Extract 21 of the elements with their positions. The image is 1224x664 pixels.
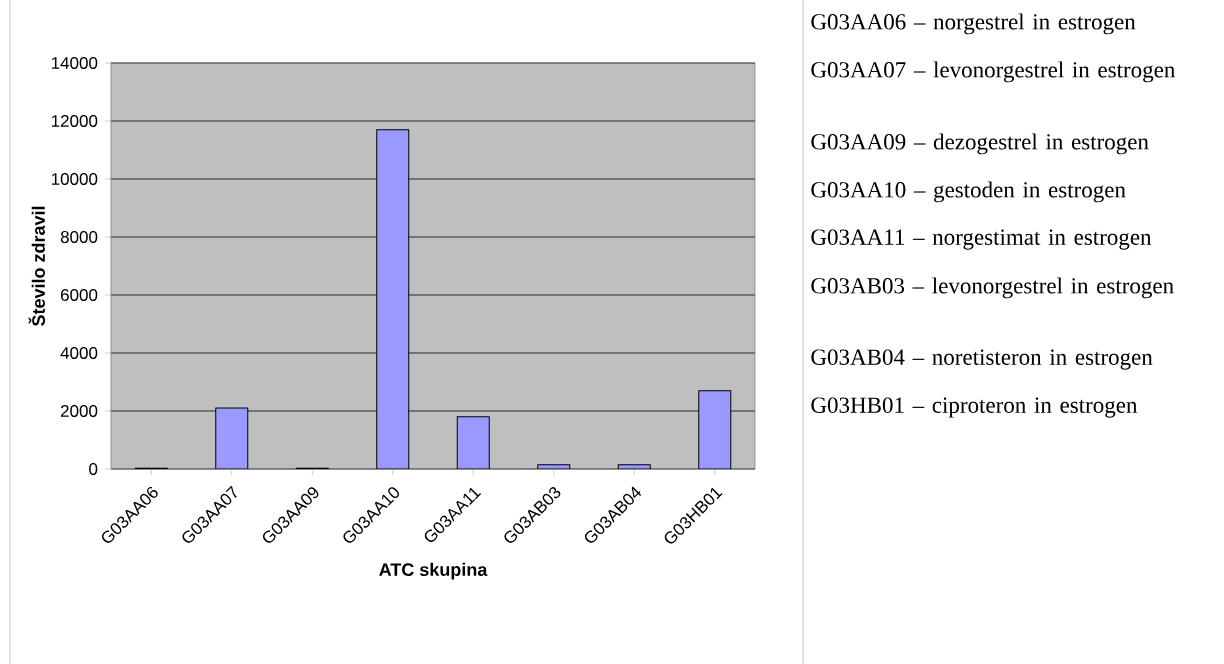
text: G03AA10 – gestoden in estrogen bbox=[811, 181, 1126, 203]
text: G03HB01 – ciproteron in estrogen bbox=[811, 397, 1138, 418]
bar bbox=[537, 464, 571, 469]
text: G03AA07 – levonorgestrel in estrogen bbox=[811, 61, 1176, 83]
text: G03AB03 – levonorgestrel in estrogen bbox=[811, 277, 1174, 299]
bar bbox=[456, 416, 490, 469]
x-axis-title: ATC skupina bbox=[379, 562, 488, 580]
bar bbox=[617, 464, 651, 469]
text: G03AA09 – dezogestrel in estrogen bbox=[811, 133, 1149, 155]
y-tick-label: 12000 bbox=[51, 114, 98, 127]
y-tick-label: 2000 bbox=[60, 404, 98, 418]
text: G03AA06 – norgestrel in estrogen bbox=[811, 13, 1136, 35]
y-tick-label: 4000 bbox=[60, 346, 98, 360]
y-tick-label: 10000 bbox=[51, 172, 98, 186]
y-tick-label: 8000 bbox=[60, 230, 98, 244]
y-tick-label: 0 bbox=[89, 462, 98, 476]
y-tick-label: 14000 bbox=[51, 56, 98, 69]
y-tick-label: 6000 bbox=[61, 288, 98, 302]
text: G03AA11 – norgestimat in estrogen bbox=[811, 229, 1152, 250]
y-axis-title: Število zdravil bbox=[28, 206, 45, 326]
text: G03AB04 – noretisteron in estrogen bbox=[811, 349, 1153, 370]
